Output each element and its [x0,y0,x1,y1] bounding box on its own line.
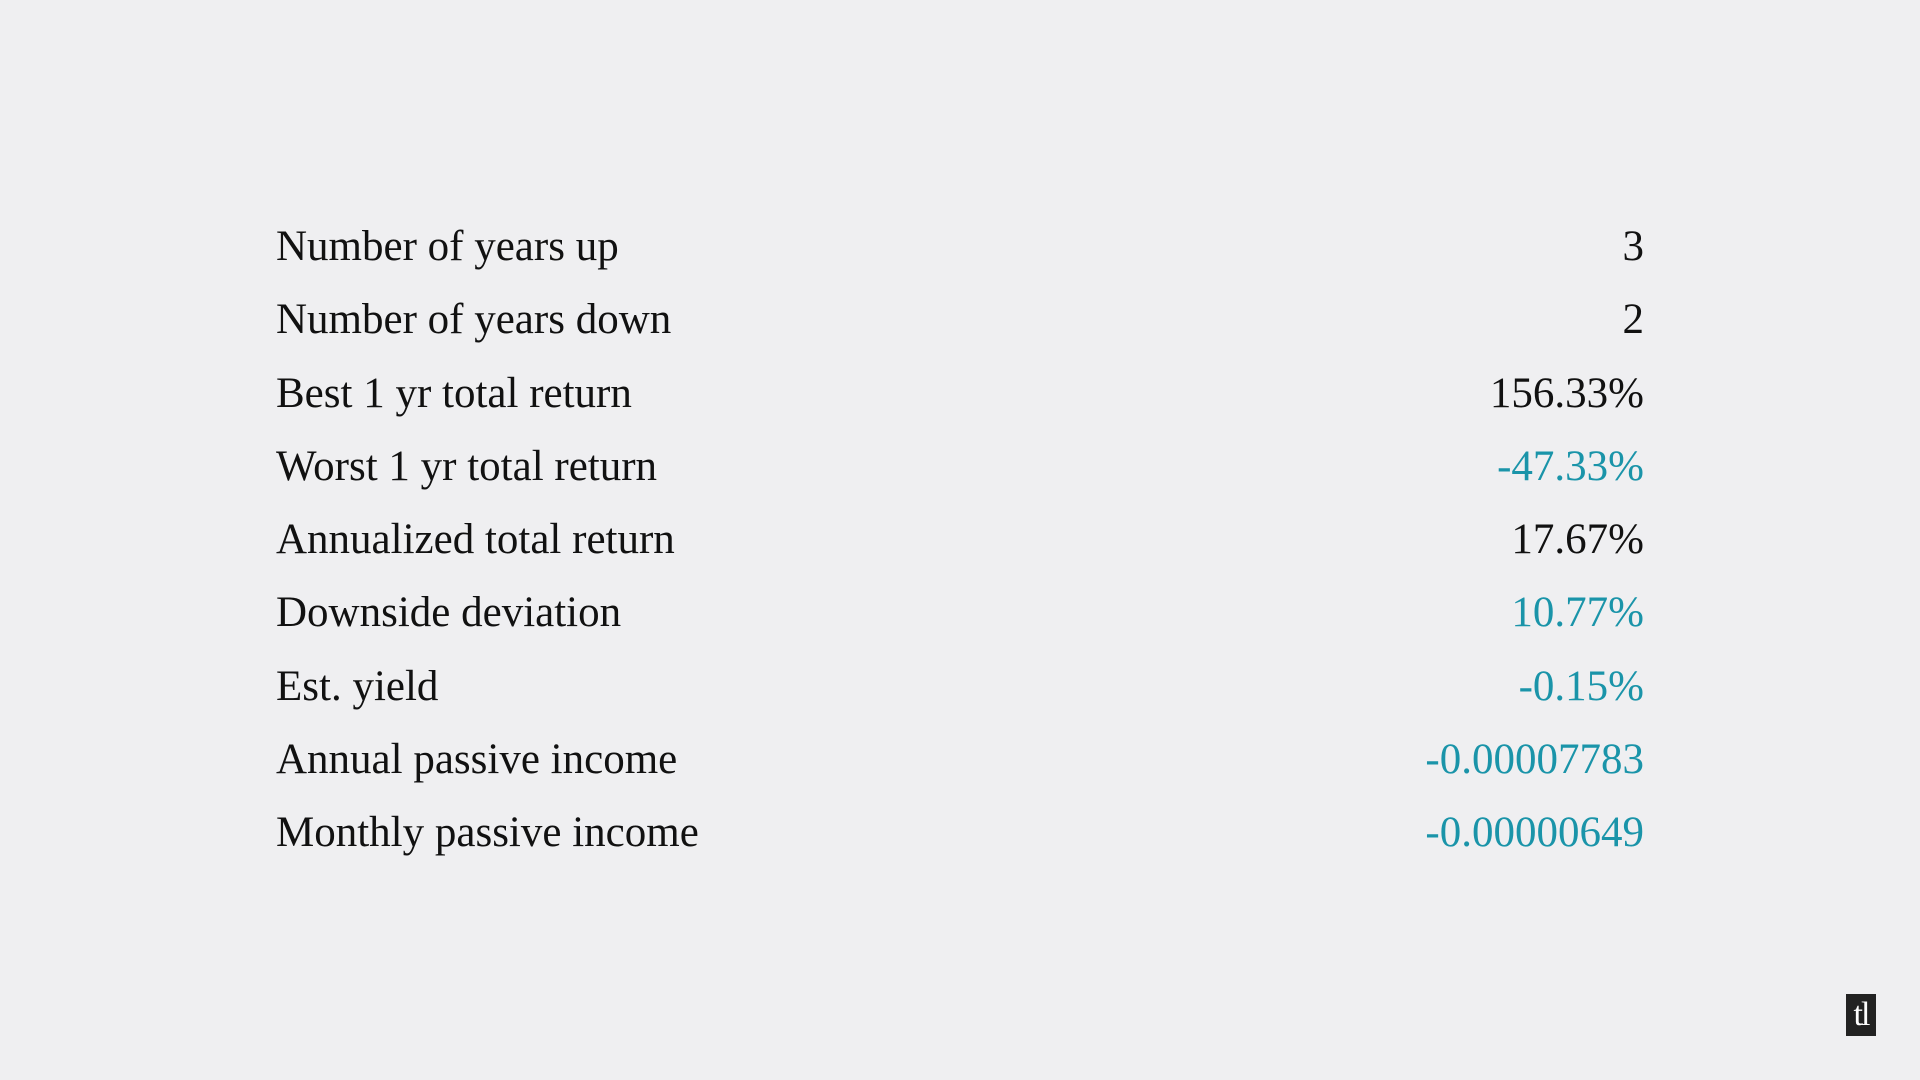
stat-value: 10.77% [1511,589,1644,637]
stat-row-monthly-passive-income: Monthly passive income -0.00000649 [276,796,1644,869]
stat-value: 2 [1622,296,1645,344]
stat-value: -0.00007783 [1425,736,1644,784]
stat-row-annualized-return: Annualized total return 17.67% [276,503,1644,576]
stat-value: 3 [1622,223,1645,270]
stats-table: Number of years up 3 Number of years dow… [276,210,1644,870]
stat-label: Annual passive income [276,736,678,784]
tl-logo-icon: tl [1846,994,1876,1036]
stat-value: 156.33% [1489,369,1644,417]
stat-row-worst-return: Worst 1 yr total return -47.33% [276,430,1644,503]
stat-value: 17.67% [1511,516,1644,564]
stat-row-years-up: Number of years up 3 [276,210,1644,283]
stat-label: Monthly passive income [276,809,699,857]
stat-label: Number of years up [276,223,619,270]
stat-row-annual-passive-income: Annual passive income -0.00007783 [276,723,1644,796]
stat-row-est-yield: Est. yield -0.15% [276,650,1644,723]
stat-value: -47.33% [1497,442,1644,490]
stat-value: -0.15% [1518,662,1644,710]
stat-label: Downside deviation [276,589,622,637]
stat-label: Est. yield [276,662,439,710]
stat-row-years-down: Number of years down 2 [276,283,1644,356]
stat-label: Number of years down [276,296,672,344]
stat-row-downside-deviation: Downside deviation 10.77% [276,576,1644,649]
stat-label: Annualized total return [276,516,675,564]
stat-value: -0.00000649 [1425,809,1644,857]
stat-label: Best 1 yr total return [276,369,632,417]
stat-label: Worst 1 yr total return [276,442,658,490]
stat-row-best-return: Best 1 yr total return 156.33% [276,357,1644,430]
